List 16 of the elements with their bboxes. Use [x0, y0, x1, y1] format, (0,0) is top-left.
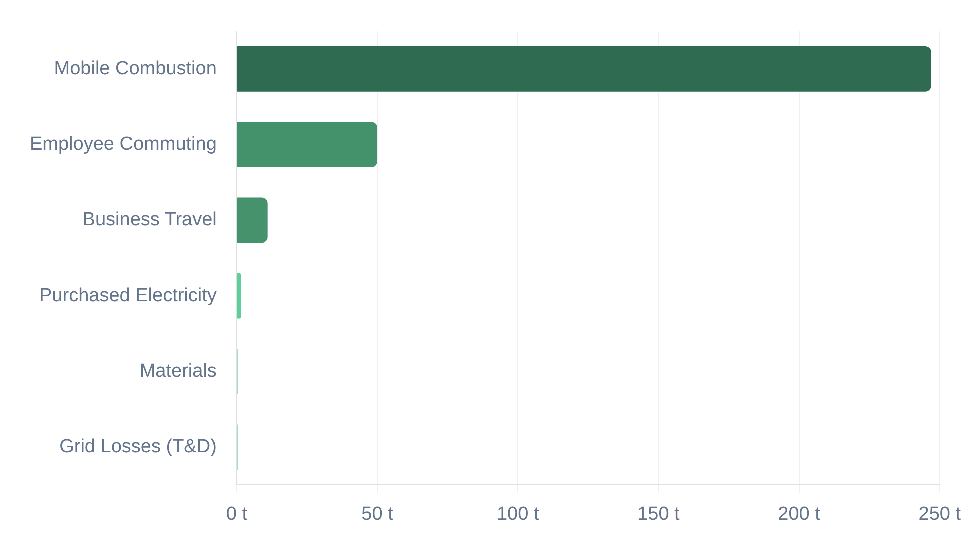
y-tick-label: Business Travel: [82, 210, 217, 231]
y-tick-label: Mobile Combustion: [54, 58, 217, 80]
x-tick-label: 200 t: [778, 504, 822, 525]
x-tick-label: 100 t: [496, 504, 540, 525]
x-tick-label: 0 t: [226, 504, 248, 525]
x-tick-label: 50 t: [362, 504, 394, 525]
x-tick-label: 250 t: [918, 504, 962, 525]
y-tick-label: Employee Commuting: [30, 134, 217, 156]
bar: [237, 198, 268, 244]
y-tick-label: Purchased Electricity: [40, 285, 218, 306]
x-tick-label: 150 t: [638, 504, 681, 525]
bar: [237, 46, 932, 92]
y-tick-label: Materials: [140, 360, 217, 382]
y-tick-label: Grid Losses (T&D): [60, 436, 217, 458]
bar: [237, 122, 378, 168]
bar: [237, 273, 242, 319]
